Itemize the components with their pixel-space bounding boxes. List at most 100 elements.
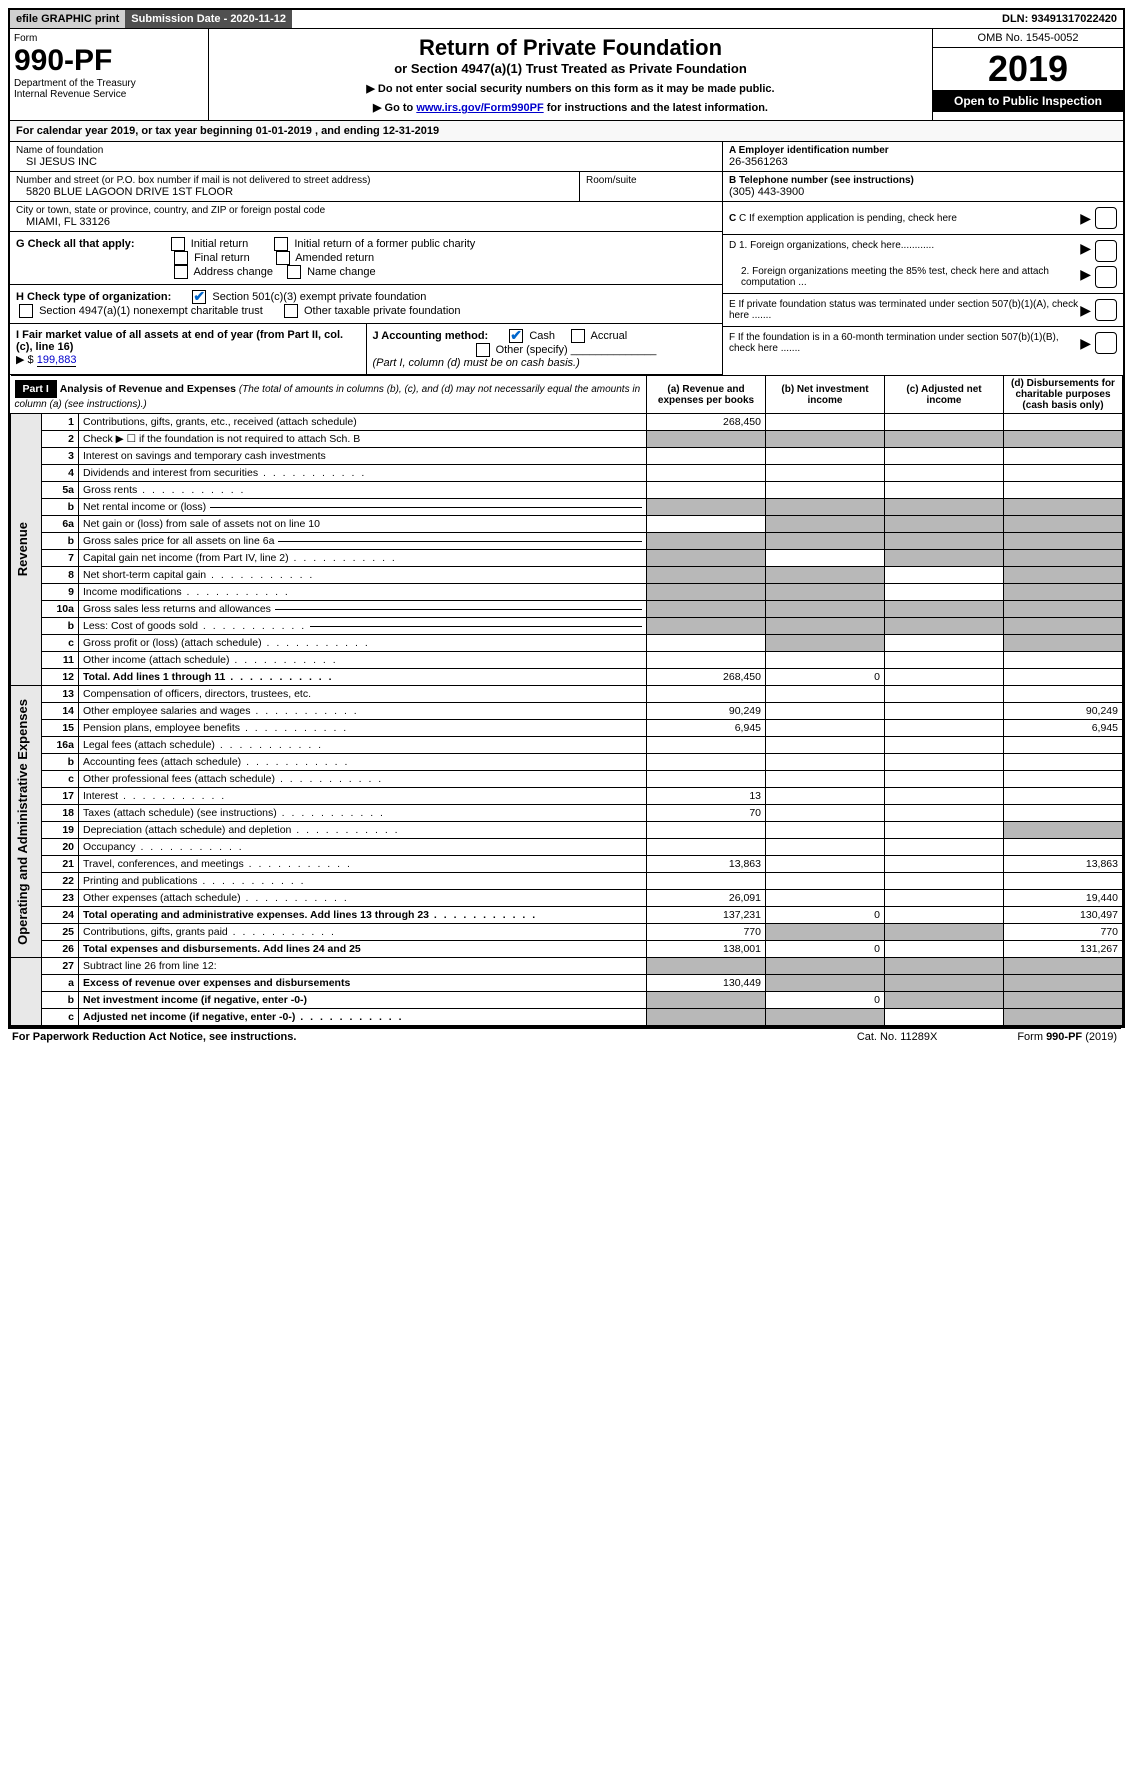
check-final-return[interactable]: [174, 251, 188, 265]
side-label: Revenue: [11, 414, 42, 686]
value-cell: 0: [766, 669, 885, 686]
value-cell: [885, 805, 1004, 822]
row-number: 2: [42, 431, 79, 448]
check-address-change[interactable]: [174, 265, 188, 279]
row-description: Net rental income or (loss): [79, 499, 647, 516]
row-description: Accounting fees (attach schedule): [79, 754, 647, 771]
row-number: 4: [42, 465, 79, 482]
value-cell: 138,001: [647, 941, 766, 958]
table-row: cAdjusted net income (if negative, enter…: [11, 1009, 1123, 1026]
part1-title: Analysis of Revenue and Expenses: [60, 383, 236, 395]
section-g: G Check all that apply: Initial return I…: [10, 232, 722, 285]
value-cell: [647, 958, 766, 975]
value-cell: [647, 1009, 766, 1026]
value-cell: [885, 516, 1004, 533]
dln: DLN: 93491317022420: [996, 10, 1123, 28]
value-cell: [885, 499, 1004, 516]
row-description: Other professional fees (attach schedule…: [79, 771, 647, 788]
value-cell: 6,945: [647, 720, 766, 737]
city-label: City or town, state or province, country…: [16, 205, 716, 216]
row-description: Legal fees (attach schedule): [79, 737, 647, 754]
check-4947[interactable]: [19, 304, 33, 318]
row-number: 8: [42, 567, 79, 584]
value-cell: [766, 414, 885, 431]
row-description: Net short-term capital gain: [79, 567, 647, 584]
table-row: Operating and Administrative Expenses13C…: [11, 686, 1123, 703]
value-cell: [647, 839, 766, 856]
foundation-name: SI JESUS INC: [16, 156, 716, 168]
row-description: Net gain or (loss) from sale of assets n…: [79, 516, 647, 533]
value-cell: [766, 890, 885, 907]
row-number: 5a: [42, 482, 79, 499]
dept-treasury: Department of the Treasury: [14, 78, 204, 89]
value-cell: [766, 720, 885, 737]
row-description: Occupancy: [79, 839, 647, 856]
row-description: Adjusted net income (if negative, enter …: [79, 1009, 647, 1026]
value-cell: [885, 652, 1004, 669]
row-description: Total operating and administrative expen…: [79, 907, 647, 924]
check-e[interactable]: [1095, 299, 1117, 321]
value-cell: [885, 788, 1004, 805]
check-d1[interactable]: [1095, 240, 1117, 262]
check-cash[interactable]: [509, 329, 523, 343]
form-subtitle: or Section 4947(a)(1) Trust Treated as P…: [215, 61, 926, 76]
check-accrual[interactable]: [571, 329, 585, 343]
value-cell: 26,091: [647, 890, 766, 907]
value-cell: [1004, 635, 1123, 652]
row-number: b: [42, 992, 79, 1009]
row-number: 9: [42, 584, 79, 601]
header: Form 990-PF Department of the Treasury I…: [10, 28, 1123, 120]
value-cell: [885, 771, 1004, 788]
open-public: Open to Public Inspection: [933, 90, 1123, 112]
row-number: b: [42, 754, 79, 771]
check-amended[interactable]: [276, 251, 290, 265]
table-row: 17Interest13: [11, 788, 1123, 805]
tax-year: 2019: [933, 48, 1123, 90]
check-initial-former[interactable]: [274, 237, 288, 251]
table-row: 4Dividends and interest from securities: [11, 465, 1123, 482]
value-cell: [766, 465, 885, 482]
row-description: Income modifications: [79, 584, 647, 601]
table-row: 11Other income (attach schedule): [11, 652, 1123, 669]
value-cell: [885, 975, 1004, 992]
row-description: Printing and publications: [79, 873, 647, 890]
value-cell: 13,863: [1004, 856, 1123, 873]
check-f[interactable]: [1095, 332, 1117, 354]
value-cell: [885, 907, 1004, 924]
value-cell: [1004, 686, 1123, 703]
check-name-change[interactable]: [287, 265, 301, 279]
value-cell: 70: [647, 805, 766, 822]
irs-link[interactable]: www.irs.gov/Form990PF: [416, 102, 543, 114]
arrow-icon: ▶: [1080, 210, 1091, 227]
value-cell: [885, 669, 1004, 686]
value-cell: [647, 465, 766, 482]
check-other-taxable[interactable]: [284, 304, 298, 318]
check-501c3[interactable]: [192, 290, 206, 304]
value-cell: [647, 448, 766, 465]
row-description: Contributions, gifts, grants, etc., rece…: [79, 414, 647, 431]
value-cell: [1004, 448, 1123, 465]
row-number: 25: [42, 924, 79, 941]
check-initial-return[interactable]: [171, 237, 185, 251]
value-cell: 137,231: [647, 907, 766, 924]
check-d2[interactable]: [1095, 266, 1117, 288]
check-c[interactable]: [1095, 207, 1117, 229]
row-description: Check ▶ ☐ if the foundation is not requi…: [79, 431, 647, 448]
table-row: 22Printing and publications: [11, 873, 1123, 890]
footer: For Paperwork Reduction Act Notice, see …: [8, 1028, 1121, 1045]
row-description: Pension plans, employee benefits: [79, 720, 647, 737]
check-other-method[interactable]: [476, 343, 490, 357]
value-cell: [1004, 601, 1123, 618]
row-number: 12: [42, 669, 79, 686]
c-label: C If exemption application is pending, c…: [739, 213, 957, 224]
value-cell: [1004, 652, 1123, 669]
value-cell: [766, 839, 885, 856]
row-number: 27: [42, 958, 79, 975]
value-cell: [1004, 1009, 1123, 1026]
value-cell: [647, 652, 766, 669]
value-cell: [1004, 805, 1123, 822]
value-cell: 130,449: [647, 975, 766, 992]
efile-label: efile GRAPHIC print: [10, 10, 125, 28]
value-cell: [885, 635, 1004, 652]
row-number: 6a: [42, 516, 79, 533]
